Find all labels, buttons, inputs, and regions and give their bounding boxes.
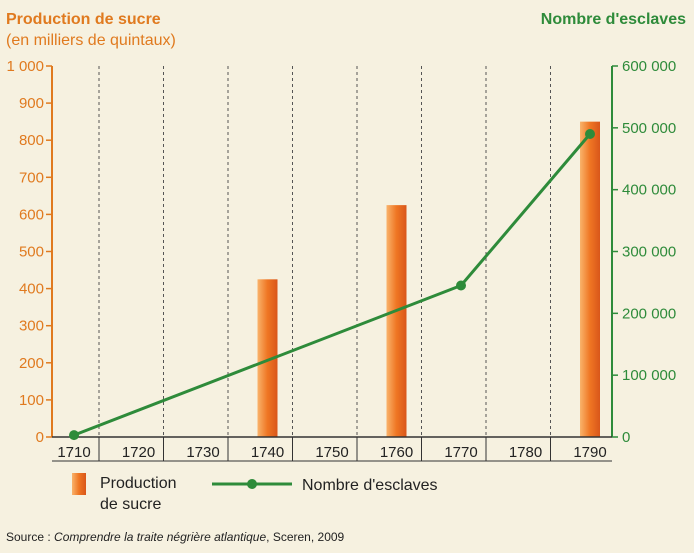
slaves-point [456, 280, 466, 291]
left-axis-subtitle: (en milliers de quintaux) [6, 32, 176, 49]
right-tick-label: 500 000 [622, 120, 676, 137]
right-tick-label: 600 000 [622, 58, 676, 75]
left-tick-label: 1 000 [6, 58, 44, 75]
x-tick-label: 1760 [380, 444, 413, 461]
legend-bar-label-line2: de sucre [100, 496, 161, 513]
legend-bar-label-line1: Production [100, 475, 177, 492]
x-tick-label: 1750 [315, 444, 348, 461]
line-series [69, 129, 595, 441]
right-tick-label: 300 000 [622, 244, 676, 261]
left-tick-label: 700 [19, 169, 44, 186]
x-tick-label: 1790 [573, 444, 606, 461]
source-title: Comprendre la traite négrière atlantique [54, 530, 266, 544]
source-suffix: , Sceren, 2009 [266, 530, 344, 544]
slaves-line [73, 133, 592, 437]
left-tick-label: 400 [19, 281, 44, 298]
x-tick-label: 1770 [444, 444, 477, 461]
left-tick-label: 500 [19, 244, 44, 261]
left-tick-label: 200 [19, 355, 44, 372]
legend-bar-swatch [72, 473, 86, 495]
sugar-bar [257, 279, 278, 437]
slaves-point [69, 430, 79, 441]
x-tick-label: 1730 [186, 444, 219, 461]
right-tick-label: 100 000 [622, 367, 676, 384]
right-tick-label: 0 [622, 429, 630, 446]
left-tick-label: 300 [19, 318, 44, 335]
legend-line-marker [247, 479, 257, 489]
axes: 1710 1720 1730 1740 1750 1760 1770 1780 1790 0 100… [6, 58, 676, 462]
x-tick-label: 1720 [122, 444, 155, 461]
left-tick-label: 900 [19, 95, 44, 112]
source-prefix: Source : [6, 530, 54, 544]
left-tick-label: 0 [36, 429, 44, 446]
slaves-point [585, 129, 595, 140]
vertical-grid [98, 66, 551, 437]
right-tick-label: 200 000 [622, 305, 676, 322]
x-tick-label: 1780 [509, 444, 542, 461]
legend-line-label: Nombre d'esclaves [302, 477, 438, 494]
left-tick-label: 100 [19, 392, 44, 409]
x-tick-label: 1710 [57, 444, 90, 461]
sugar-bar [386, 205, 407, 437]
bar-series [257, 121, 600, 438]
sugar-bar [580, 121, 600, 438]
left-tick-label: 800 [19, 132, 44, 149]
left-tick-label: 600 [19, 206, 44, 223]
source-note: Source : Comprendre la traite négrière a… [6, 530, 345, 544]
left-axis-title: Production de sucre [6, 11, 161, 28]
right-tick-label: 400 000 [622, 182, 676, 199]
legend: Production de sucre Nombre d'esclaves [72, 473, 438, 513]
right-axis-title: Nombre d'esclaves [541, 11, 686, 28]
x-tick-label: 1740 [251, 444, 284, 461]
